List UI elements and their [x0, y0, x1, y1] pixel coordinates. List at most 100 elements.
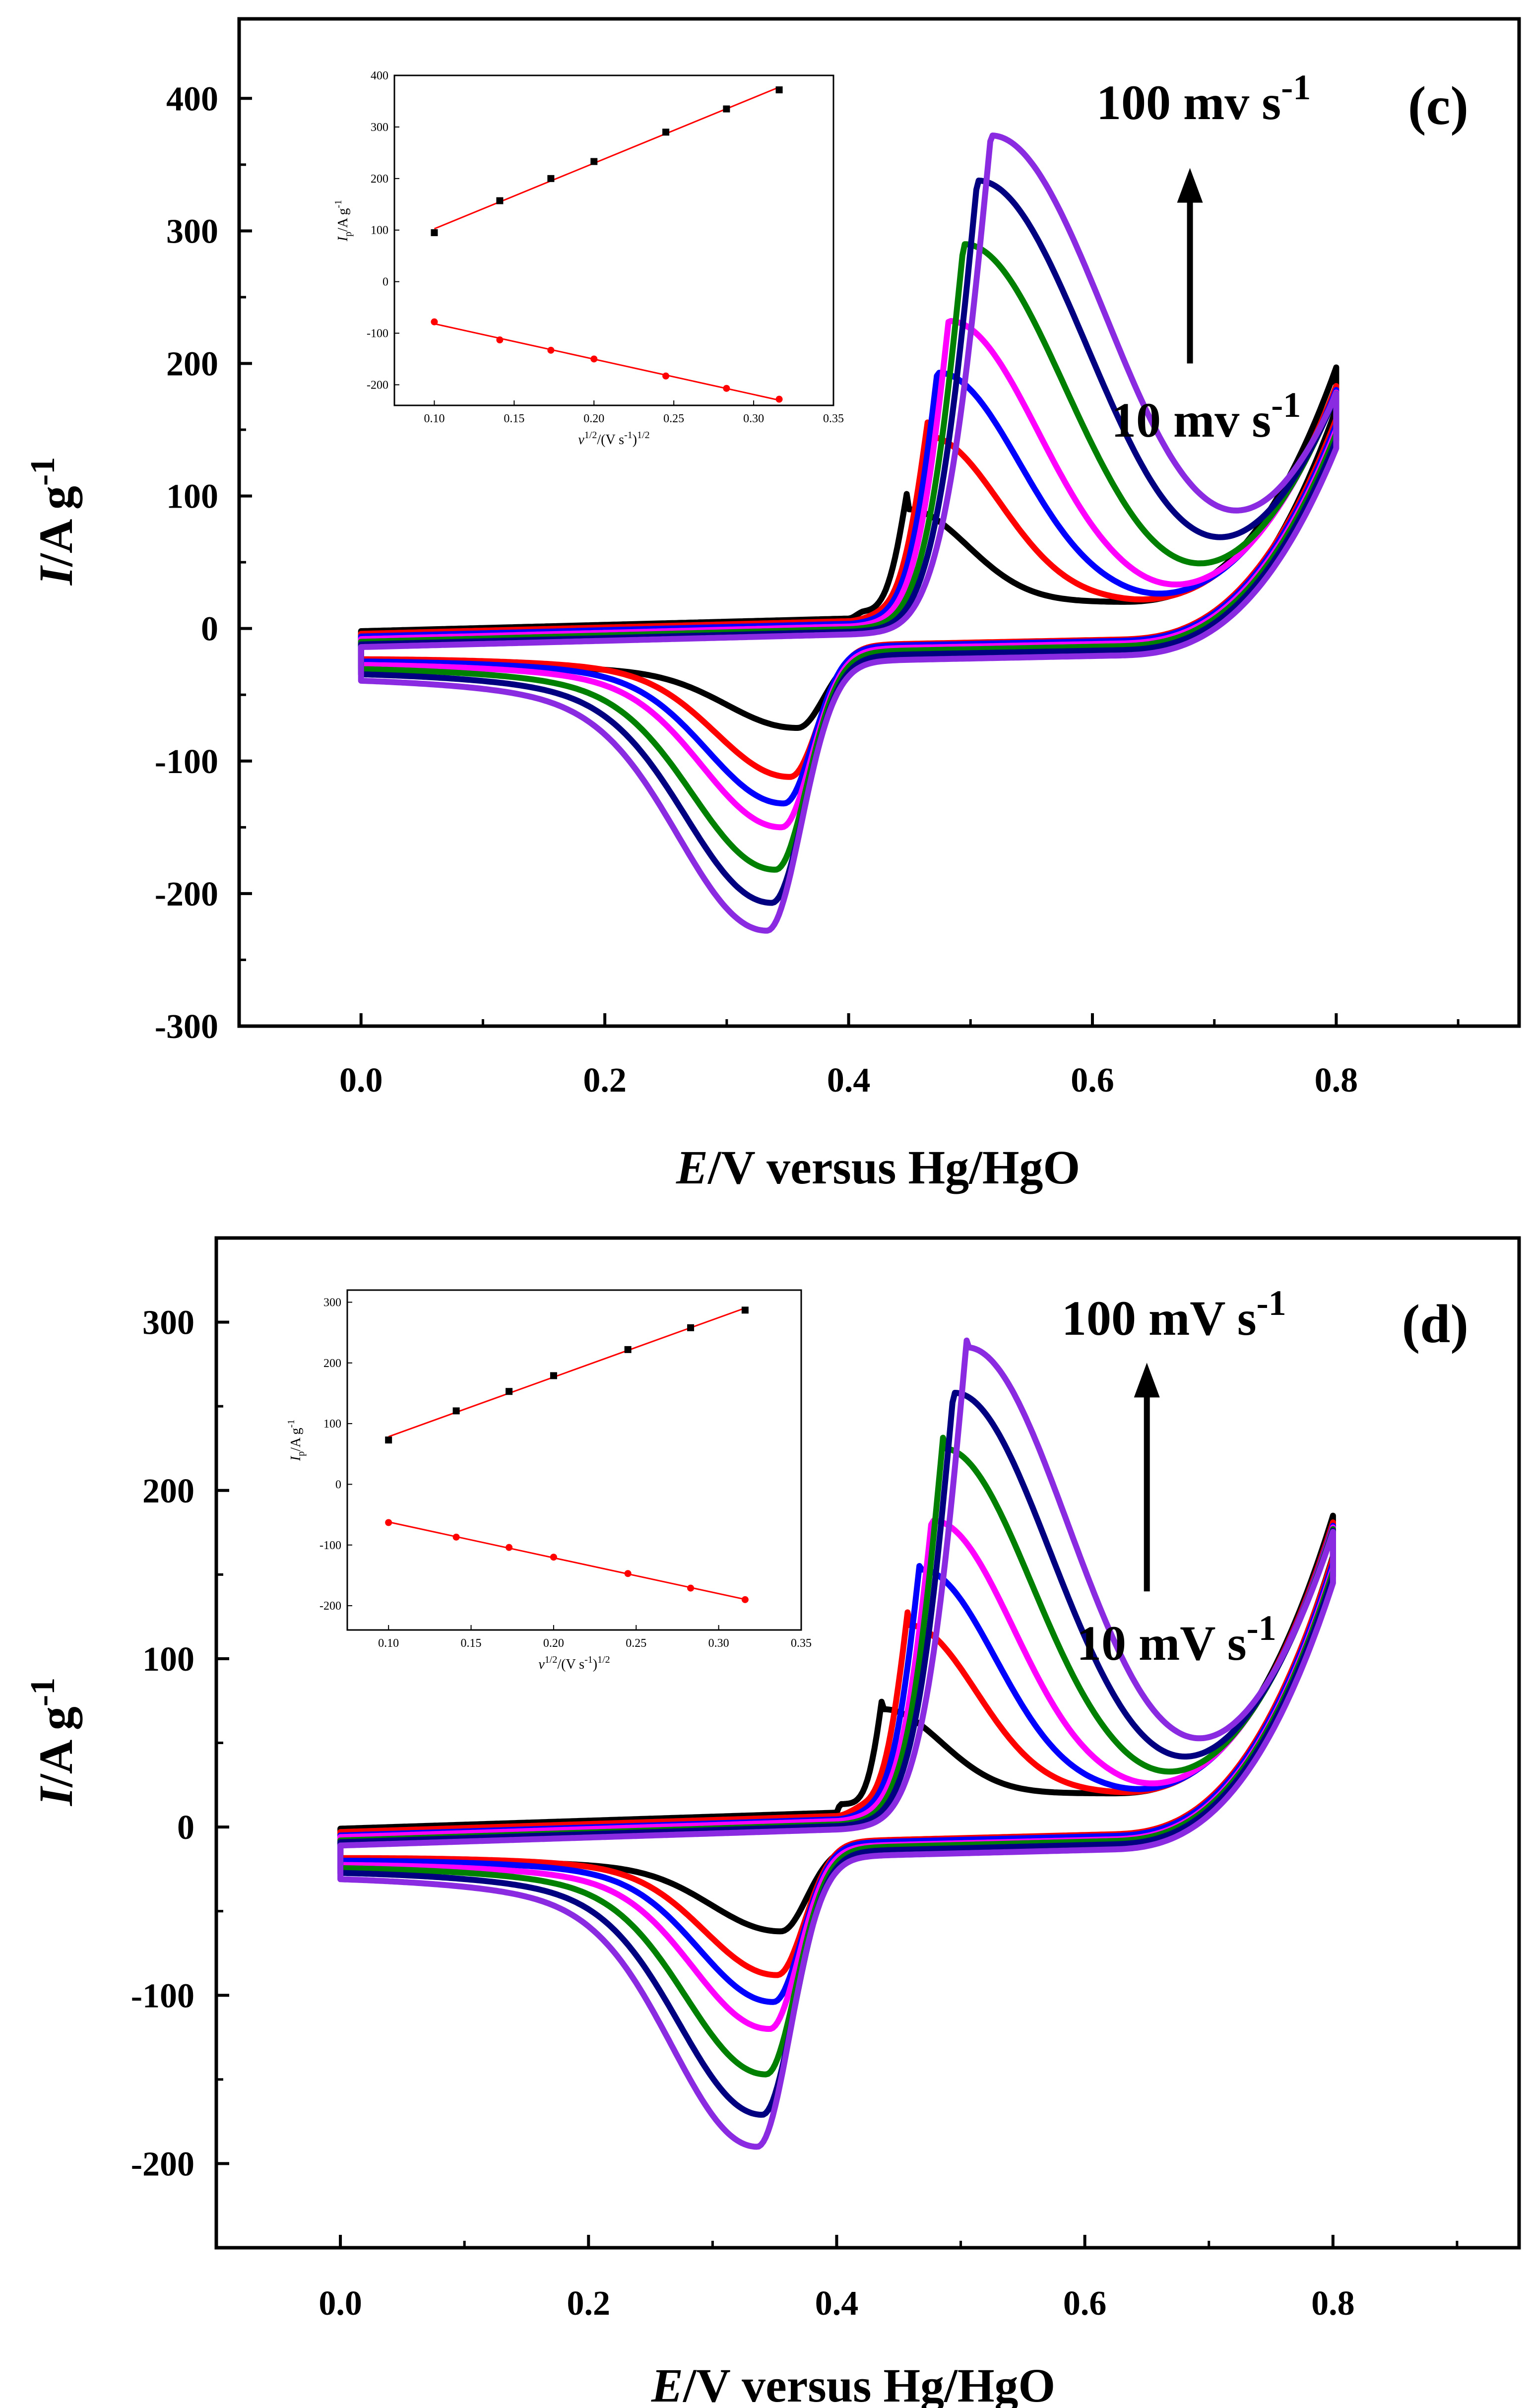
inset-point-cathodic	[385, 1519, 392, 1526]
inset-point-anodic	[496, 197, 504, 204]
inset-x-tick-label: 0.20	[543, 1637, 564, 1650]
inset-point-cathodic	[590, 355, 598, 363]
annotation-max-rate: 100 mv s-1	[1096, 67, 1311, 130]
x-tick-label: 0.4	[815, 2284, 859, 2323]
y-tick-label: -200	[155, 875, 218, 913]
inset-y-tick-label: 100	[371, 224, 388, 237]
inset-point-cathodic	[452, 1533, 460, 1541]
x-axis-title: E/V versus Hg/HgO	[651, 2359, 1055, 2408]
x-tick-label: 0.6	[1063, 2284, 1107, 2323]
inset-point-anodic	[741, 1306, 749, 1314]
inset-point-anodic	[431, 229, 438, 236]
inset-y-tick-label: 300	[323, 1296, 341, 1309]
inset-x-tick-label: 0.25	[626, 1637, 646, 1650]
x-tick-label: 0.6	[1071, 1061, 1114, 1100]
panel-d: -200 -100 0 100 200 300 0.0 0.2 0.4 0.6 0.8 E/V ver…	[24, 1236, 1521, 2408]
annotation-min-rate: 10 mv s-1	[1111, 385, 1301, 448]
inset-point-cathodic	[506, 1544, 513, 1551]
inset-frame	[346, 1289, 802, 1631]
y-tick-label: -300	[155, 1008, 218, 1046]
inset-point-cathodic	[550, 1554, 557, 1561]
x-tick-label: 0.0	[339, 1061, 383, 1100]
inset-y-tick-label: 200	[371, 173, 388, 186]
inset-plot: 0.10 0.15 0.20 0.25 0.30 0.35 -200 -100 0 100 200 3…	[286, 1289, 812, 1672]
inset-x-tick-label: 0.30	[743, 412, 764, 425]
scan-rate-arrow-head	[1177, 168, 1203, 203]
inset-frame	[393, 74, 834, 406]
y-tick-label: 100	[166, 478, 218, 516]
inset-y-tick-label: 200	[323, 1357, 341, 1370]
inset-point-anodic	[550, 1372, 557, 1379]
annotation-min-rate: 10 mV s-1	[1077, 1608, 1276, 1671]
y-tick-label: 200	[142, 1472, 194, 1510]
inset-x-title: v1/2/(V s-1)1/2	[538, 1654, 610, 1672]
inset-y-tick-label: 0	[382, 276, 388, 289]
cv-series-v100	[337, 1337, 1336, 2150]
inset-y-tick-label: -200	[367, 379, 388, 391]
inset-point-cathodic	[624, 1570, 632, 1577]
x-axis-title: E/V versus Hg/HgO	[676, 1141, 1080, 1194]
inset-y-title: Ip/A g-1	[286, 1420, 307, 1461]
y-tick-label: 400	[166, 80, 218, 118]
inset-y-tick-label: 300	[371, 121, 388, 134]
inset-y-tick-label: -100	[319, 1539, 341, 1552]
inset-y-tick-label: 400	[371, 69, 388, 82]
inset-x-tick-label: 0.15	[461, 1637, 482, 1650]
x-tick-label: 0.2	[583, 1061, 627, 1100]
inset-point-cathodic	[662, 372, 670, 380]
x-tick-label: 0.8	[1311, 2284, 1355, 2323]
inset-fit-line-anodic	[388, 1307, 746, 1437]
inset-point-anodic	[452, 1407, 460, 1415]
y-tick-label: -200	[131, 2145, 194, 2183]
inset-point-anodic	[775, 86, 783, 94]
inset-y-tick-label: 0	[335, 1478, 341, 1491]
y-tick-label: 200	[166, 345, 218, 383]
inset-point-cathodic	[775, 395, 783, 403]
x-tick-label: 0.0	[319, 2284, 362, 2323]
inset-point-cathodic	[431, 318, 438, 325]
inset-point-anodic	[590, 158, 598, 165]
x-tick-label: 0.8	[1315, 1061, 1358, 1100]
inset-point-anodic	[662, 129, 670, 136]
x-tick-label: 0.4	[827, 1061, 871, 1100]
inset-point-anodic	[723, 105, 730, 113]
y-tick-label: 0	[201, 610, 218, 649]
inset-y-tick-label: 100	[323, 1418, 341, 1431]
y-tick-label: 100	[142, 1640, 194, 1679]
y-tick-label: -100	[131, 1977, 194, 2015]
inset-x-tick-label: 0.25	[663, 412, 684, 425]
inset-x-tick-label: 0.10	[378, 1637, 399, 1650]
inset-point-anodic	[687, 1324, 695, 1331]
inset-point-anodic	[506, 1388, 513, 1395]
y-axis-title: I/A g-1	[24, 1678, 82, 1806]
inset-point-cathodic	[741, 1596, 749, 1603]
y-tick-label: 300	[142, 1304, 194, 1342]
inset-x-title: v1/2/(V s-1)1/2	[578, 430, 649, 448]
cv-curves	[358, 132, 1339, 934]
inset-fit-line-anodic	[434, 86, 780, 230]
plot-frame	[237, 17, 1521, 1028]
y-tick-label: -100	[155, 743, 218, 781]
inset-fit-line-cathodic	[388, 1521, 746, 1600]
y-tick-label: 300	[166, 212, 218, 251]
x-tick-label: 0.2	[567, 2284, 611, 2323]
y-tick-label: 0	[177, 1809, 194, 1847]
annotation-max-rate: 100 mV s-1	[1062, 1283, 1286, 1346]
inset-point-anodic	[547, 175, 555, 182]
inset-x-tick-label: 0.15	[504, 412, 524, 425]
cv-series-v100	[358, 132, 1339, 934]
inset-x-tick-label: 0.20	[583, 412, 604, 425]
panel-c: -300 -200 -100 0 100 200 300 400 0.0 0.2 0.4 0.6 0.8…	[24, 17, 1521, 1194]
inset-x-tick-label: 0.30	[708, 1637, 729, 1650]
panel-label: (c)	[1408, 75, 1468, 136]
inset-x-tick-label: 0.35	[823, 412, 844, 425]
inset-y-tick-label: -200	[319, 1600, 341, 1613]
y-axis-title: I/A g-1	[24, 457, 82, 586]
inset-x-tick-label: 0.35	[791, 1637, 812, 1650]
inset-point-anodic	[385, 1436, 392, 1444]
inset-point-anodic	[624, 1346, 632, 1353]
inset-point-cathodic	[496, 336, 504, 344]
inset-y-tick-label: -100	[367, 327, 388, 340]
inset-x-tick-label: 0.10	[424, 412, 445, 425]
